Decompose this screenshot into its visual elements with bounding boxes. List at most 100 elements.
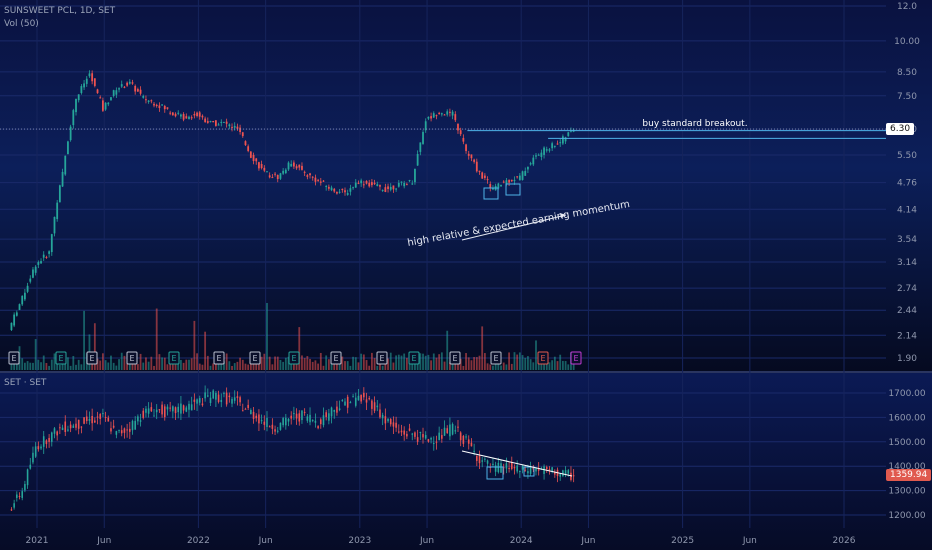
price-candle bbox=[500, 184, 502, 187]
price-candle bbox=[443, 114, 446, 116]
price-candle bbox=[45, 256, 48, 258]
time-axis-tick-label: 2024 bbox=[510, 536, 533, 546]
volume-bar bbox=[486, 363, 489, 370]
price-candle bbox=[102, 100, 104, 111]
volume-bar bbox=[204, 331, 207, 370]
index-candle bbox=[45, 440, 48, 445]
volume-bar bbox=[10, 359, 13, 370]
volume-bar bbox=[279, 359, 282, 370]
price-candle bbox=[537, 154, 540, 156]
price-candle bbox=[492, 188, 494, 190]
earnings-marker bbox=[330, 351, 342, 365]
price-axis-tick-label: 4.76 bbox=[897, 179, 917, 189]
price-axis-tick-label: 2.44 bbox=[897, 306, 917, 316]
price-candle bbox=[333, 188, 336, 192]
index-candle bbox=[42, 436, 45, 447]
index-candle bbox=[26, 469, 29, 486]
earnings-marker bbox=[288, 351, 300, 365]
price-candle bbox=[75, 98, 77, 113]
price-candle bbox=[155, 104, 158, 107]
index-candle bbox=[411, 433, 414, 435]
price-candle bbox=[440, 113, 443, 115]
volume-bar bbox=[527, 356, 529, 370]
price-candle bbox=[166, 107, 169, 109]
index-candle bbox=[554, 471, 556, 475]
price-candle bbox=[42, 254, 45, 258]
index-candle bbox=[24, 484, 26, 491]
index-candle bbox=[274, 429, 276, 432]
index-candle bbox=[389, 419, 392, 425]
volume-bar bbox=[352, 356, 354, 370]
index-candle bbox=[309, 414, 311, 423]
index-candle bbox=[357, 395, 360, 401]
price-candle bbox=[430, 116, 432, 119]
time-axis-tick-label: Jun bbox=[96, 536, 111, 546]
index-candle bbox=[500, 463, 502, 473]
index-candle bbox=[527, 471, 529, 474]
volume-bar bbox=[236, 361, 239, 370]
last-price-tag: 6.30 bbox=[886, 123, 915, 135]
earnings-marker-label: E bbox=[493, 354, 498, 363]
volume-bar bbox=[241, 359, 244, 370]
index-candle bbox=[446, 428, 449, 434]
price-candle bbox=[274, 173, 276, 175]
index-candle bbox=[505, 463, 508, 469]
index-candle bbox=[223, 392, 225, 394]
index-candle bbox=[158, 409, 161, 411]
volume-bar bbox=[537, 359, 540, 370]
time-axis-tick-label: Jun bbox=[258, 536, 273, 546]
price-candle bbox=[13, 314, 16, 326]
price-candle bbox=[120, 84, 123, 87]
volume-bar bbox=[104, 360, 107, 370]
index-candle bbox=[220, 399, 223, 403]
price-candle bbox=[282, 170, 285, 174]
volume-bar bbox=[244, 363, 247, 370]
index-candle bbox=[104, 417, 107, 419]
index-candle bbox=[427, 439, 430, 442]
price-candle bbox=[306, 175, 309, 177]
price-candle bbox=[505, 180, 508, 184]
earnings-marker bbox=[537, 351, 549, 365]
index-candle bbox=[317, 426, 319, 429]
index-axis-tick-label: 1500.00 bbox=[888, 438, 925, 448]
price-candle bbox=[252, 154, 255, 161]
price-candle bbox=[139, 89, 142, 94]
volume-bar bbox=[532, 362, 535, 370]
volume-bar bbox=[282, 361, 285, 370]
price-candle bbox=[21, 295, 24, 305]
time-axis-tick-label: 2023 bbox=[348, 536, 371, 546]
price-candle bbox=[486, 179, 489, 181]
price-candle bbox=[80, 86, 83, 94]
momentum-arrowhead bbox=[560, 213, 566, 218]
price-candle bbox=[201, 115, 204, 118]
price-candle bbox=[473, 159, 476, 162]
volume-bar bbox=[77, 359, 80, 370]
index-candle bbox=[61, 427, 64, 431]
earnings-marker-label: E bbox=[216, 354, 221, 363]
volume-bar bbox=[427, 354, 430, 370]
index-candle bbox=[10, 509, 13, 511]
index-candle bbox=[459, 432, 462, 441]
volume-bar bbox=[387, 358, 389, 370]
volume-bar bbox=[561, 360, 564, 370]
volume-bar bbox=[118, 359, 120, 370]
volume-bar bbox=[551, 360, 554, 370]
index-candle bbox=[435, 441, 438, 443]
volume-bar bbox=[48, 365, 51, 370]
volume-bar bbox=[346, 361, 349, 370]
index-candle bbox=[521, 465, 524, 470]
index-candle bbox=[18, 495, 21, 497]
index-candle bbox=[29, 464, 32, 469]
price-candle bbox=[104, 102, 107, 110]
index-last-value-tag: 1359.94 bbox=[886, 469, 932, 481]
volume-bar bbox=[123, 355, 126, 370]
price-candle bbox=[10, 322, 13, 331]
volume-bar bbox=[543, 360, 545, 370]
price-candle bbox=[478, 170, 481, 172]
price-candle bbox=[561, 136, 564, 144]
index-candle bbox=[368, 398, 371, 400]
volume-bar bbox=[69, 365, 72, 370]
price-candle bbox=[260, 163, 263, 169]
index-candle bbox=[169, 407, 171, 409]
